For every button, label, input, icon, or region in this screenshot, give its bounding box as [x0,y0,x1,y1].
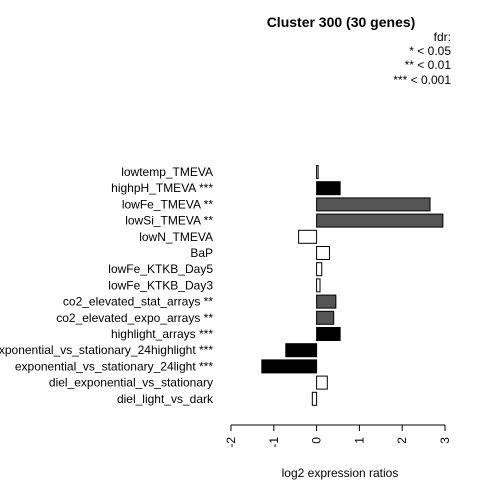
bar [316,310,335,325]
bar [316,278,321,293]
legend-entry: *** < 0.001 [393,73,451,87]
x-tick-label: 3 [438,437,452,444]
category-label: BaP [190,246,213,260]
category-label: diel_exponential_vs_stationary [49,376,213,390]
x-axis: -2 -1 0 1 2 3 [224,424,452,448]
bar [285,343,318,358]
bar [298,229,318,244]
category-label: lowtemp_TMEVA [121,165,213,179]
category-label: co2_elevated_expo_arrays ** [56,311,213,325]
bar [261,359,318,374]
category-label: exponential_vs_stationary_24highlight **… [0,343,213,357]
bar [316,197,431,212]
chart-title: Cluster 300 (30 genes) [267,14,416,30]
category-label: lowFe_TMEVA ** [122,197,213,211]
bar [316,165,319,179]
legend-entry: ** < 0.01 [405,58,452,72]
bars [261,165,444,406]
x-tick-label: -1 [267,437,281,448]
bar [316,327,341,341]
category-label: lowSi_TMEVA ** [125,214,213,228]
category-label: lowFe_KTKB_Day5 [108,262,213,276]
legend-title: fdr: [434,30,451,44]
category-label: co2_elevated_stat_arrays ** [63,295,213,309]
x-tick-label: 0 [310,437,324,444]
category-label: highlight_arrays *** [111,327,213,341]
bar [316,181,341,196]
category-label: highpH_TMEVA *** [111,181,213,195]
x-tick-label: -2 [224,437,238,448]
x-tick-label: 2 [395,437,409,444]
bar [316,262,323,277]
bar [316,375,328,390]
bar [316,294,337,309]
legend: fdr: * < 0.05 ** < 0.01 *** < 0.001 [393,30,451,87]
bar [316,213,444,228]
bar [311,391,318,406]
bar [316,246,330,260]
category-label: lowN_TMEVA [139,230,213,244]
legend-entry: * < 0.05 [409,44,451,58]
category-labels: lowtemp_TMEVA highpH_TMEVA *** lowFe_TMEVA… [0,165,214,406]
category-label: lowFe_KTKB_Day3 [108,278,213,292]
category-label: diel_light_vs_dark [117,392,214,406]
x-tick-label: 1 [352,437,366,444]
x-axis-label: log2 expression ratios [282,466,399,480]
category-label: exponential_vs_stationary_24light *** [15,359,213,373]
